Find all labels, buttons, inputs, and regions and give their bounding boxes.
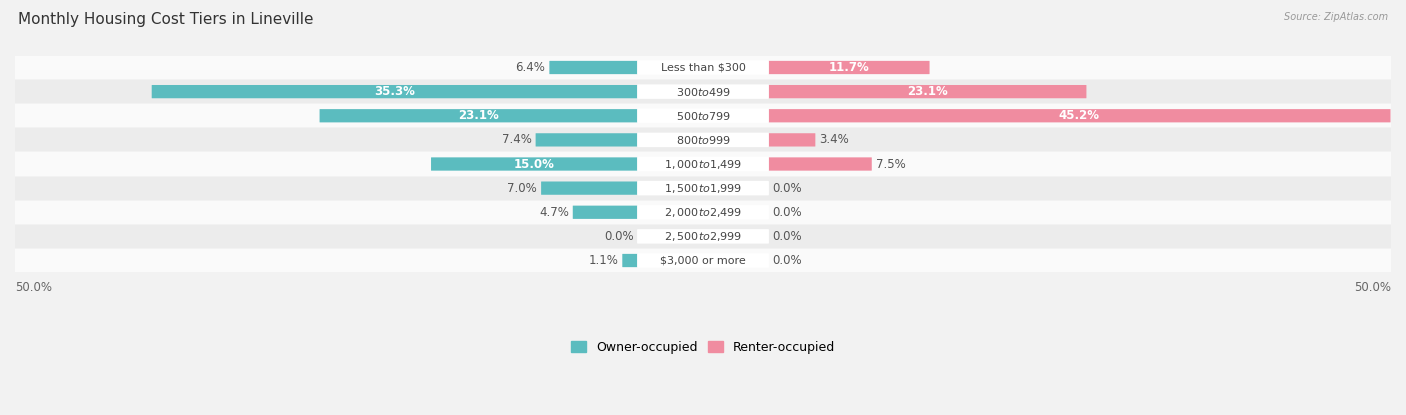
FancyBboxPatch shape bbox=[623, 254, 638, 267]
Text: $1,000 to $1,499: $1,000 to $1,499 bbox=[664, 158, 742, 171]
FancyBboxPatch shape bbox=[637, 253, 769, 268]
Text: $500 to $799: $500 to $799 bbox=[675, 110, 731, 122]
Text: 3.4%: 3.4% bbox=[820, 133, 849, 146]
FancyBboxPatch shape bbox=[768, 61, 929, 74]
FancyBboxPatch shape bbox=[15, 152, 1391, 176]
FancyBboxPatch shape bbox=[536, 133, 638, 146]
FancyBboxPatch shape bbox=[541, 181, 638, 195]
Text: 50.0%: 50.0% bbox=[15, 281, 52, 293]
Text: $300 to $499: $300 to $499 bbox=[675, 85, 731, 98]
FancyBboxPatch shape bbox=[15, 80, 1391, 103]
Text: 1.1%: 1.1% bbox=[589, 254, 619, 267]
FancyBboxPatch shape bbox=[15, 128, 1391, 151]
Text: Less than $300: Less than $300 bbox=[661, 63, 745, 73]
Text: $1,500 to $1,999: $1,500 to $1,999 bbox=[664, 182, 742, 195]
FancyBboxPatch shape bbox=[768, 109, 1391, 122]
FancyBboxPatch shape bbox=[768, 85, 1087, 98]
FancyBboxPatch shape bbox=[15, 56, 1391, 79]
Text: 6.4%: 6.4% bbox=[516, 61, 546, 74]
FancyBboxPatch shape bbox=[637, 84, 769, 99]
Text: $2,000 to $2,499: $2,000 to $2,499 bbox=[664, 206, 742, 219]
FancyBboxPatch shape bbox=[768, 133, 815, 146]
FancyBboxPatch shape bbox=[152, 85, 638, 98]
Text: $3,000 or more: $3,000 or more bbox=[661, 256, 745, 266]
Text: 0.0%: 0.0% bbox=[605, 230, 634, 243]
FancyBboxPatch shape bbox=[432, 157, 638, 171]
Text: 11.7%: 11.7% bbox=[828, 61, 869, 74]
Text: 0.0%: 0.0% bbox=[772, 230, 801, 243]
Text: 0.0%: 0.0% bbox=[772, 254, 801, 267]
Text: 7.5%: 7.5% bbox=[876, 158, 905, 171]
FancyBboxPatch shape bbox=[550, 61, 638, 74]
FancyBboxPatch shape bbox=[768, 157, 872, 171]
FancyBboxPatch shape bbox=[637, 157, 769, 171]
FancyBboxPatch shape bbox=[637, 229, 769, 244]
Text: 7.4%: 7.4% bbox=[502, 133, 531, 146]
Text: Monthly Housing Cost Tiers in Lineville: Monthly Housing Cost Tiers in Lineville bbox=[18, 12, 314, 27]
Text: 35.3%: 35.3% bbox=[374, 85, 415, 98]
Text: 23.1%: 23.1% bbox=[907, 85, 948, 98]
FancyBboxPatch shape bbox=[15, 201, 1391, 224]
FancyBboxPatch shape bbox=[637, 133, 769, 147]
Text: Source: ZipAtlas.com: Source: ZipAtlas.com bbox=[1284, 12, 1388, 22]
Text: 0.0%: 0.0% bbox=[772, 182, 801, 195]
Text: $2,500 to $2,999: $2,500 to $2,999 bbox=[664, 230, 742, 243]
FancyBboxPatch shape bbox=[15, 176, 1391, 200]
FancyBboxPatch shape bbox=[15, 225, 1391, 248]
FancyBboxPatch shape bbox=[572, 205, 638, 219]
Text: 4.7%: 4.7% bbox=[538, 206, 569, 219]
FancyBboxPatch shape bbox=[637, 181, 769, 195]
Text: 23.1%: 23.1% bbox=[458, 109, 499, 122]
FancyBboxPatch shape bbox=[15, 249, 1391, 272]
FancyBboxPatch shape bbox=[637, 205, 769, 220]
Text: 45.2%: 45.2% bbox=[1059, 109, 1099, 122]
Text: $800 to $999: $800 to $999 bbox=[675, 134, 731, 146]
FancyBboxPatch shape bbox=[637, 108, 769, 123]
Text: 50.0%: 50.0% bbox=[1354, 281, 1391, 293]
FancyBboxPatch shape bbox=[319, 109, 638, 122]
FancyBboxPatch shape bbox=[15, 104, 1391, 127]
Legend: Owner-occupied, Renter-occupied: Owner-occupied, Renter-occupied bbox=[571, 341, 835, 354]
Text: 15.0%: 15.0% bbox=[515, 158, 555, 171]
FancyBboxPatch shape bbox=[637, 60, 769, 75]
Text: 7.0%: 7.0% bbox=[508, 182, 537, 195]
Text: 0.0%: 0.0% bbox=[772, 206, 801, 219]
